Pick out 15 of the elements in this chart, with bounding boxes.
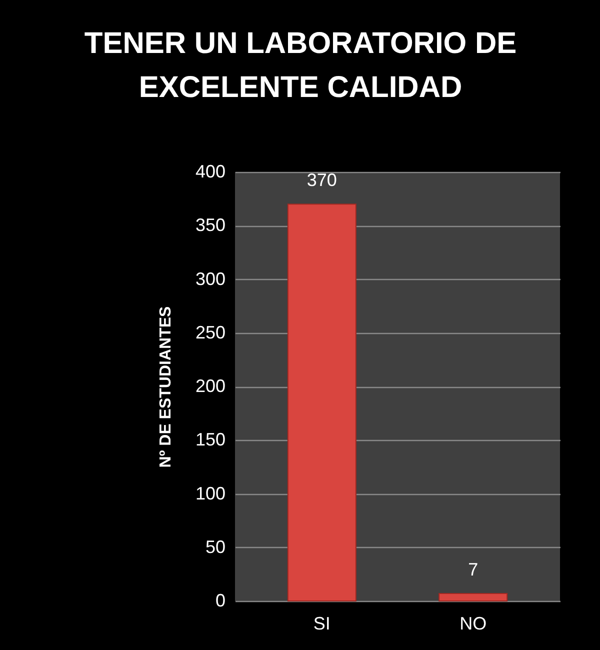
x-tick-label: SI — [313, 614, 330, 634]
y-tick-label: 400 — [195, 162, 226, 182]
y-tick-label: 200 — [195, 376, 226, 396]
x-tick-label: NO — [460, 614, 487, 634]
data-label: 7 — [468, 559, 478, 580]
y-axis-title: Nº DE ESTUDIANTES — [157, 306, 174, 468]
y-tick-label: 100 — [195, 483, 226, 504]
y-tick-label: 150 — [195, 430, 226, 450]
y-tick-label: 300 — [195, 268, 226, 289]
y-tick-label: 0 — [215, 590, 226, 610]
y-tick-label: 350 — [195, 215, 226, 236]
data-label: 370 — [306, 170, 337, 190]
y-tick-label: 250 — [195, 322, 226, 342]
y-tick-label: 50 — [205, 536, 226, 557]
chart-title: TENER UN LABORATORIO DE EXCELENTE CALIDAD — [84, 27, 517, 104]
